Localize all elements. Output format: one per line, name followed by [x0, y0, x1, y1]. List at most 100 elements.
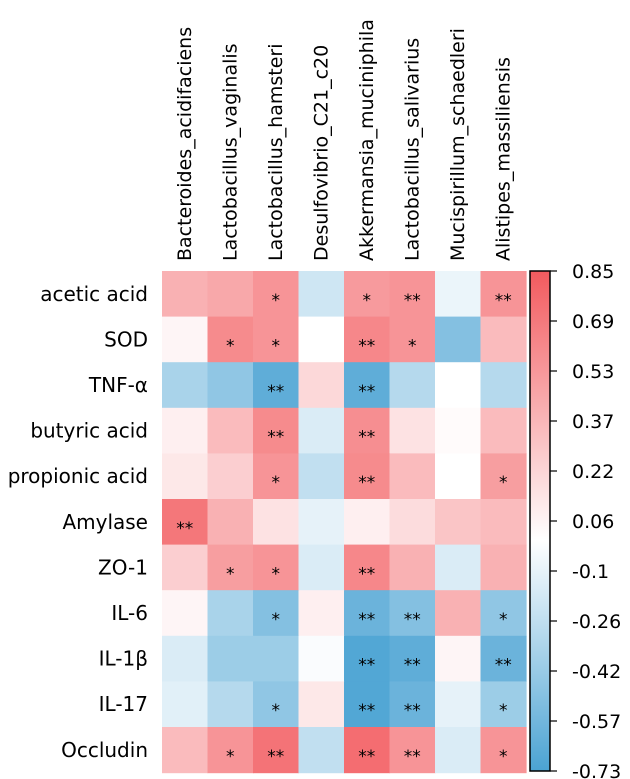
row-label: IL-1β — [99, 647, 148, 671]
heatmap-cell — [389, 453, 436, 500]
row-label: butyric acid — [30, 419, 148, 443]
heatmap-cell — [344, 271, 391, 318]
row-label: Amylase — [62, 510, 148, 534]
significance-mark: ** — [358, 701, 375, 721]
column-label: Akkermansia_muciniphila — [356, 19, 378, 261]
heatmap-cell — [162, 453, 209, 500]
heatmap-cell — [344, 544, 391, 591]
heatmap-cell — [207, 681, 254, 728]
significance-mark: * — [272, 336, 281, 356]
heatmap-cell — [389, 544, 436, 591]
column-label: Desulfovibrio_C21_c20 — [310, 45, 332, 261]
column-label: Lactobacillus_vaginalis — [219, 43, 241, 261]
heatmap-cell — [207, 362, 254, 409]
heatmap-cell — [480, 544, 527, 591]
significance-mark: * — [363, 291, 372, 311]
column-labels: Bacteroides_acidifaciens Lactobacillus_va… — [174, 19, 515, 261]
heatmap-cell — [344, 407, 391, 454]
heatmap-cell — [162, 316, 209, 363]
significance-mark: ** — [404, 291, 421, 311]
row-labels: acetic acid SOD TNF-α butyric acid propionic… — [8, 282, 148, 762]
significance-mark: ** — [495, 656, 512, 676]
heatmap-cell — [389, 499, 436, 546]
heatmap-cell — [207, 407, 254, 454]
heatmap-cell — [344, 590, 391, 637]
heatmap-cell — [344, 316, 391, 363]
significance-mark: ** — [176, 519, 193, 539]
colorbar-tick-label: 0.06 — [572, 511, 614, 533]
heatmap-cell — [298, 407, 345, 454]
heatmap-cell — [435, 590, 482, 637]
significance-mark: * — [499, 473, 508, 493]
row-label: propionic acid — [8, 464, 148, 488]
heatmap-cell — [344, 499, 391, 546]
heatmap-cell — [344, 681, 391, 728]
colorbar: 0.85 0.69 0.53 0.37 0.22 0.06 -0.1 -0.26 -0.42 -0… — [529, 261, 621, 779]
significance-mark: * — [272, 610, 281, 630]
heatmap-cell — [298, 727, 345, 774]
heatmap-cell — [207, 727, 254, 774]
row-label: acetic acid — [40, 282, 148, 306]
heatmap-cell — [162, 499, 209, 546]
heatmap-cell — [435, 316, 482, 363]
heatmap-cell — [480, 727, 527, 774]
significance-mark: ** — [358, 747, 375, 767]
significance-mark: * — [499, 610, 508, 630]
heatmap-cell — [480, 362, 527, 409]
colorbar-tick-label: -0.57 — [572, 711, 621, 733]
significance-mark: ** — [495, 291, 512, 311]
colorbar-tick-label: -0.1 — [572, 561, 609, 583]
heatmap-cell — [435, 407, 482, 454]
heatmap-cell — [389, 590, 436, 637]
heatmap-cell — [298, 316, 345, 363]
heatmap-cell — [207, 499, 254, 546]
heatmap-cell — [253, 590, 300, 637]
significance-mark: * — [272, 701, 281, 721]
colorbar-tick-label: 0.22 — [572, 461, 614, 483]
significance-mark: ** — [267, 428, 284, 448]
heatmap-cell — [435, 453, 482, 500]
heatmap-cell — [207, 544, 254, 591]
heatmap-cell — [389, 271, 436, 318]
heatmap-cell — [162, 590, 209, 637]
heatmap-cells — [162, 271, 527, 774]
column-label: Lactobacillus_hamsteri — [265, 44, 287, 262]
column-label: Lactobacillus_salivarius — [401, 38, 423, 261]
heatmap-cell — [253, 635, 300, 682]
heatmap-cell — [344, 635, 391, 682]
heatmap-cell — [480, 590, 527, 637]
heatmap-cell — [207, 635, 254, 682]
significance-mark: ** — [358, 564, 375, 584]
heatmap-cell — [298, 544, 345, 591]
significance-mark: ** — [358, 473, 375, 493]
colorbar-tick-label: 0.69 — [572, 311, 614, 333]
colorbar-tick-label: 0.53 — [572, 361, 614, 383]
colorbar-tick-label: -0.42 — [572, 661, 621, 683]
column-label: Mucispirillum_schaedleri — [447, 28, 469, 261]
heatmap-cell — [344, 453, 391, 500]
heatmap-cell — [389, 407, 436, 454]
heatmap-cell — [162, 635, 209, 682]
heatmap-cell — [253, 362, 300, 409]
heatmap-cell — [253, 453, 300, 500]
heatmap-cell — [298, 681, 345, 728]
heatmap-cell — [435, 544, 482, 591]
heatmap-cell — [162, 727, 209, 774]
heatmap-cell — [298, 590, 345, 637]
significance-mark: * — [272, 564, 281, 584]
heatmap-cell — [162, 681, 209, 728]
significance-mark: * — [272, 291, 281, 311]
significance-mark: * — [499, 701, 508, 721]
heatmap-cell — [253, 544, 300, 591]
heatmap-cell — [253, 316, 300, 363]
significance-mark: ** — [267, 382, 284, 402]
heatmap-cell — [162, 362, 209, 409]
row-label: TNF-α — [88, 373, 148, 397]
heatmap-cell — [435, 499, 482, 546]
significance-mark: ** — [358, 610, 375, 630]
significance-mark: * — [408, 336, 417, 356]
row-label: Occludin — [61, 738, 148, 762]
heatmap-cell — [480, 316, 527, 363]
heatmap-cell — [480, 681, 527, 728]
significance-mark: * — [272, 473, 281, 493]
